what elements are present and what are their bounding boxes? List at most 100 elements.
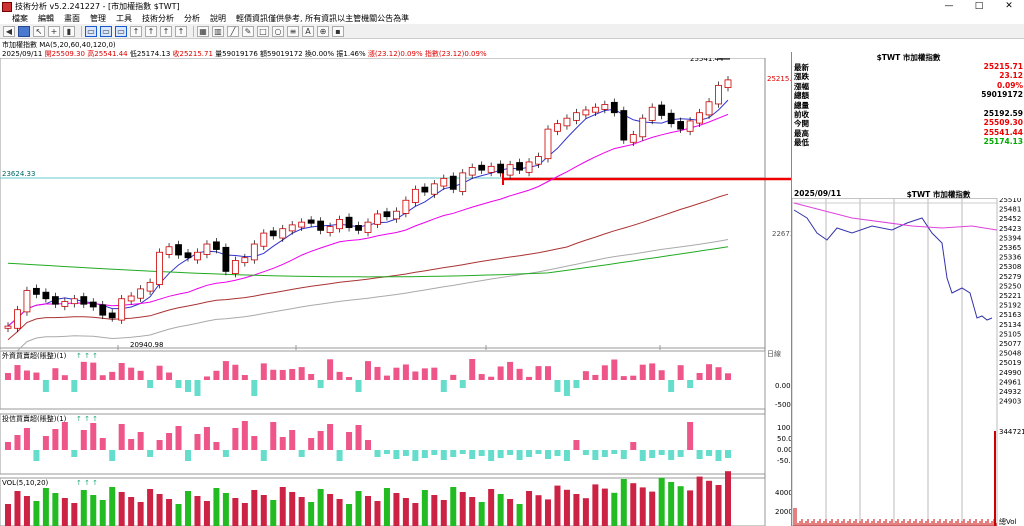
back-icon[interactable]: ◀ <box>3 25 15 37</box>
candle-body <box>573 112 580 121</box>
volume-bar <box>166 499 173 526</box>
trust-bar <box>33 450 40 461</box>
maximize-button[interactable]: □ <box>974 1 984 11</box>
app-icon <box>2 1 12 12</box>
trust-bar <box>213 442 220 450</box>
trust-bar <box>497 450 504 458</box>
menu-view[interactable]: 畫面 <box>64 14 80 23</box>
save-icon[interactable]: ▪ <box>332 25 344 37</box>
forward-icon[interactable] <box>18 25 30 37</box>
trust-bar <box>535 450 542 454</box>
layout3-icon[interactable]: ▭ <box>115 25 127 37</box>
quote-row: 今開 25509.30 <box>794 118 1023 128</box>
foreign-bar <box>137 370 144 380</box>
volume-bar <box>488 489 495 526</box>
draw-icon[interactable]: ✎ <box>242 25 254 37</box>
foreign-bar <box>611 359 618 380</box>
layout1-icon[interactable]: ▭ <box>85 25 97 37</box>
minimize-button[interactable]: — <box>944 1 954 11</box>
trust-bar <box>393 450 400 459</box>
tick-price-label: 25452 <box>999 215 1021 223</box>
trust-bar <box>545 450 551 459</box>
trust-bar <box>137 432 144 450</box>
volume-bar <box>260 495 267 526</box>
arrow-up-icon[interactable]: ↑ <box>130 25 142 37</box>
foreign-bar <box>5 373 11 380</box>
volume-bar <box>213 488 220 526</box>
layout2-icon[interactable]: ▭ <box>100 25 112 37</box>
main-chart[interactable]: 202505070809日線25541.4420940.9825215.7123… <box>0 58 791 526</box>
trust-bar <box>156 440 163 450</box>
crosshair-icon[interactable]: + <box>48 25 60 37</box>
chart-type-icon[interactable]: ▦ <box>197 25 209 37</box>
candle-body <box>288 224 296 232</box>
menu-manage[interactable]: 管理 <box>90 14 106 23</box>
foreign-bar <box>185 380 191 392</box>
menu-help[interactable]: 說明 <box>210 14 226 23</box>
candle-body <box>639 117 647 138</box>
rect-icon[interactable]: □ <box>257 25 269 37</box>
menu-tools[interactable]: 工具 <box>116 14 132 23</box>
foreign-bar <box>279 369 286 380</box>
trust-bar <box>649 450 656 458</box>
trust-bar <box>317 431 324 450</box>
foreign-bar <box>298 367 305 380</box>
foreign-bar <box>649 363 656 380</box>
volume-bar <box>365 496 371 526</box>
zoom-icon[interactable]: ⊕ <box>317 25 329 37</box>
candle-icon[interactable]: ▮ <box>63 25 75 37</box>
foreign-bar <box>497 366 504 380</box>
foreign-bar <box>118 363 125 380</box>
foreign-bar <box>52 368 59 380</box>
arrow-up-icon[interactable]: ↑ <box>175 25 187 37</box>
tick-title: $TWT 市加權指數 <box>906 190 971 199</box>
indicator-title: VOL(5,10,20) <box>2 479 49 487</box>
menu-technical[interactable]: 技術分析 <box>142 14 174 23</box>
menu-edit[interactable]: 編輯 <box>38 14 54 23</box>
volume-bar <box>232 498 239 526</box>
foreign-bar <box>109 371 116 380</box>
tick-price-label: 25279 <box>999 273 1021 281</box>
close-button[interactable]: ✕ <box>1005 1 1013 11</box>
trust-bar <box>658 450 665 455</box>
candle-body <box>184 252 192 259</box>
candle-body <box>336 219 343 230</box>
menu-file[interactable]: 檔案 <box>12 14 28 23</box>
candle-body <box>629 134 637 143</box>
candle-body <box>99 304 107 316</box>
candle-body <box>317 220 325 231</box>
foreign-bar <box>630 375 637 380</box>
menu-analysis[interactable]: 分析 <box>184 14 200 23</box>
trust-bar <box>99 438 106 450</box>
bar-amplitude: 振1.46% <box>336 50 366 58</box>
candle-body <box>146 281 154 292</box>
grid-icon[interactable]: ▥ <box>212 25 224 37</box>
arrow-up-icon[interactable]: ↑ <box>160 25 172 37</box>
trust-bar <box>279 437 286 450</box>
arrow-up-icon[interactable]: ↑ <box>145 25 157 37</box>
trust-bar <box>725 450 731 458</box>
foreign-bar <box>99 375 106 380</box>
fib-icon[interactable]: ≡ <box>287 25 299 37</box>
tick-price-label: 25105 <box>999 330 1021 338</box>
cursor-icon[interactable]: ↖ <box>33 25 45 37</box>
trust-bar <box>431 450 438 455</box>
trust-bar <box>175 426 182 450</box>
text-icon[interactable]: A <box>302 25 314 37</box>
quote-row: 最低 25174.13 <box>794 137 1023 147</box>
circle-icon[interactable]: ○ <box>272 25 284 37</box>
candle-body <box>4 325 12 329</box>
volume-bar <box>478 502 485 526</box>
foreign-bar <box>668 380 675 392</box>
foreign-bar <box>270 369 277 380</box>
foreign-bar <box>592 374 599 380</box>
trust-bar <box>383 450 390 454</box>
line-icon[interactable]: ╱ <box>227 25 239 37</box>
candle-body <box>686 120 694 132</box>
volume-bar <box>336 499 343 526</box>
quote-label: 漲幅 <box>794 81 809 91</box>
indicator-arrows: ↑ ↑ ↑ <box>76 352 98 360</box>
trust-bar <box>52 429 59 450</box>
foreign-bar <box>526 376 533 380</box>
